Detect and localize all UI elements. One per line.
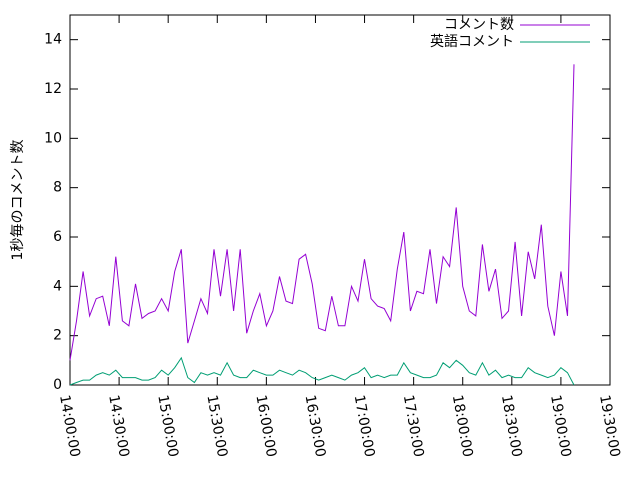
y-tick-label: 8 <box>53 180 62 196</box>
y-tick-label: 10 <box>44 130 62 146</box>
x-tick-label: 17:30:00 <box>400 394 427 459</box>
series-line <box>69 356 575 386</box>
x-tick-label: 19:30:00 <box>596 394 623 459</box>
x-tick-label: 16:00:00 <box>252 394 279 459</box>
y-tick-label: 14 <box>44 32 62 48</box>
series-line <box>69 64 575 361</box>
x-tick-label: 15:30:00 <box>203 394 230 459</box>
plot-frame <box>69 14 611 386</box>
y-tick-label: 12 <box>44 81 62 97</box>
x-tick-label: 15:00:00 <box>154 394 181 459</box>
y-axis-label: 1秒毎のコメント数 <box>10 140 26 261</box>
x-tick-label: 18:00:00 <box>449 394 476 459</box>
y-tick-label: 2 <box>53 328 62 344</box>
x-tick-label: 16:30:00 <box>302 394 329 459</box>
y-tick-label: 6 <box>53 229 62 245</box>
x-tick-label: 19:00:00 <box>547 394 574 459</box>
legend-label: 英語コメント <box>430 33 514 50</box>
x-tick-label: 17:00:00 <box>351 394 378 459</box>
y-tick-label: 4 <box>53 278 62 294</box>
y-tick-label: 0 <box>53 377 62 393</box>
legend-label: コメント数 <box>444 17 514 33</box>
x-tick-label: 14:30:00 <box>105 394 132 459</box>
x-tick-label: 14:00:00 <box>56 394 83 459</box>
x-tick-label: 18:30:00 <box>498 394 525 459</box>
